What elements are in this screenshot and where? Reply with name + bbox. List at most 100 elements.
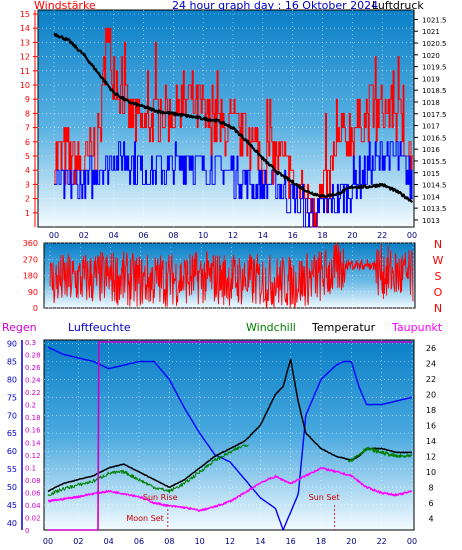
wind-speed-tick-label: 3	[25, 180, 30, 189]
wind-speed-tick-label: 13	[20, 38, 30, 47]
annotation-label: Moon Set	[126, 514, 163, 523]
pressure-tick-label: 1018	[422, 99, 440, 107]
pressure-tick-label: 1020.5	[422, 40, 447, 48]
pressure-tick-label: 1019	[422, 75, 440, 83]
windchill-line	[347, 446, 413, 463]
pressure-tick-label: 1013.5	[422, 205, 447, 213]
humidity-tick-label: 65	[7, 429, 17, 438]
temperature-tick-label: 6	[428, 499, 433, 508]
sun-moon-annotations: Sun Rise Moon Set Sun Set	[126, 493, 339, 530]
humidity-tick-label: 85	[7, 358, 17, 367]
legend-label: Luftfeuchte	[68, 321, 131, 334]
time-tick-label: 08	[168, 231, 178, 240]
humidity-tick-label: 60	[7, 447, 17, 456]
pressure-tick-label: 1018.5	[422, 87, 447, 95]
rain-tick-label: 0.22	[25, 389, 41, 397]
time-tick-label: 00	[43, 537, 53, 546]
legend-label: Taupunkt	[391, 321, 443, 334]
pressure-tick-label: 1014	[422, 193, 440, 201]
rain-tick-label: 0.26	[25, 364, 41, 372]
annotation-label: Sun Set	[309, 493, 340, 502]
rain-tick-label: 0.04	[25, 502, 41, 510]
temperature-humidity-legend: Regen Luftfeuchte Windchill Temperatur Taupu…	[2, 321, 443, 334]
wind-pressure-series	[53, 27, 413, 228]
wind-speed-line	[54, 141, 413, 228]
wind-direction-degree-label: 360	[23, 239, 38, 248]
time-tick-label: 12	[225, 537, 235, 546]
pressure-tick-label: 1016.5	[422, 134, 447, 142]
time-tick-label: 06	[134, 537, 144, 546]
wind-direction-degree-label: 270	[23, 255, 38, 264]
humidity-tick-label: 80	[7, 375, 17, 384]
rain-tick-label: 0.1	[25, 464, 36, 472]
temperature-tick-label: 8	[428, 483, 433, 492]
wind-pressure-grid	[38, 10, 414, 227]
wind-speed-tick-label: 12	[20, 53, 30, 62]
time-tick-label: 18	[316, 537, 326, 546]
wind-pressure-time-axis: 00 02 04 06 08 10 12 14 16 18 20 22 00	[49, 231, 417, 240]
rain-tick-label: 0.28	[25, 352, 41, 360]
temperature-tick-label: 12	[426, 452, 436, 461]
rain-tick-label: 0.08	[25, 477, 41, 485]
time-tick-label: 10	[195, 537, 205, 546]
wind-speed-tick-label: 11	[20, 67, 30, 76]
compass-label: W	[433, 254, 444, 267]
wind-speed-tick-label: 8	[25, 109, 30, 118]
humidity-tick-label: 40	[7, 519, 17, 528]
wind-direction-series	[49, 242, 414, 309]
wind-speed-tick-label: 15	[20, 10, 30, 19]
time-tick-label: 22	[377, 537, 387, 546]
wind-direction-degree-label: 0	[33, 304, 38, 313]
rain-tick-label: 0.02	[25, 514, 41, 522]
time-tick-label: 18	[317, 231, 327, 240]
rain-tick-label: 0	[25, 527, 29, 535]
temperature-tick-label: 24	[426, 359, 436, 368]
compass-label: N	[434, 238, 442, 251]
pressure-tick-label: 1014.5	[422, 182, 447, 190]
temperature-tick-label: 18	[426, 406, 436, 415]
humidity-tick-label: 50	[7, 483, 17, 492]
time-tick-label: 14	[255, 537, 265, 546]
time-tick-label: 10	[198, 231, 208, 240]
time-tick-label: 04	[109, 231, 119, 240]
time-tick-label: 00	[407, 537, 417, 546]
windchill-line	[47, 444, 249, 497]
time-tick-label: 14	[258, 231, 268, 240]
rain-tick-label: 0.14	[25, 439, 41, 447]
temperature-tick-label: 26	[426, 344, 436, 353]
temperature-tick-label: 4	[428, 514, 433, 523]
time-tick-label: 16	[286, 537, 296, 546]
time-tick-label: 20	[346, 537, 356, 546]
temperature-tick-label: 10	[426, 468, 436, 477]
time-tick-label: 08	[164, 537, 174, 546]
rain-tick-label: 0.06	[25, 489, 41, 497]
wind-speed-tick-label: 5	[25, 152, 30, 161]
humidity-tick-label: 70	[7, 411, 17, 420]
temperature-axis: 4 6 8 10 12 14 16 18 20 22 24 26	[426, 344, 436, 524]
time-tick-label: 00	[49, 231, 59, 240]
pressure-tick-label: 1017.5	[422, 111, 447, 119]
pressure-tick-label: 1017	[422, 123, 440, 131]
legend-label: Temperatur	[311, 321, 376, 334]
pressure-tick-label: 1016	[422, 146, 440, 154]
temperature-humidity-time-axis: 00 02 04 06 08 10 12 14 16 18 20 22 00	[43, 537, 417, 546]
pressure-tick-label: 1013	[422, 217, 440, 225]
compass-label: N	[434, 302, 442, 315]
wind-speed-tick-label: 2	[25, 195, 30, 204]
time-tick-label: 02	[79, 231, 89, 240]
humidity-tick-label: 55	[7, 465, 17, 474]
rain-tick-label: 0.2	[25, 402, 36, 410]
pressure-tick-label: 1021.5	[422, 16, 447, 24]
compass-label: O	[434, 286, 443, 299]
wind-direction-line	[49, 242, 414, 309]
wind-speed-tick-label: 7	[25, 124, 30, 133]
time-tick-label: 20	[347, 231, 357, 240]
temperature-humidity-series	[47, 341, 413, 531]
wind-direction-degree-label: 90	[28, 288, 38, 297]
wind-direction-degrees-axis: 0 90 180 270 360	[23, 239, 38, 313]
temperature-tick-label: 16	[426, 421, 436, 430]
rain-tick-label: 0.12	[25, 452, 41, 460]
legend-label: Regen	[2, 321, 37, 334]
